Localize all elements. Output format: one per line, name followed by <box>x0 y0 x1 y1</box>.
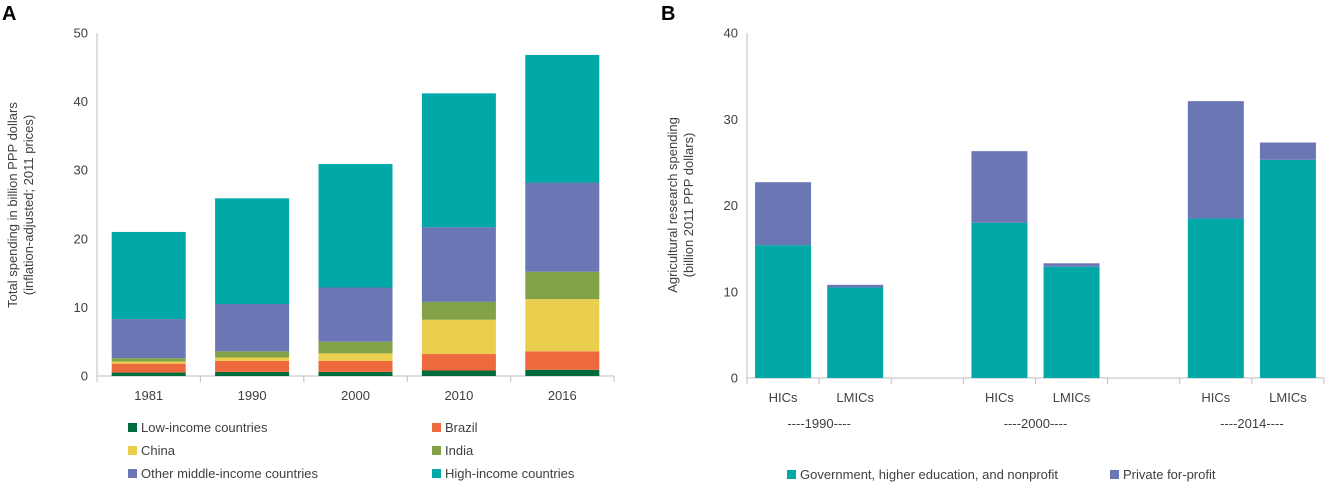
panel-b-legend-label-private: Private for-profit <box>1123 467 1216 482</box>
panel-b-y-tick: 20 <box>724 198 738 213</box>
panel-b-x-tick-label: HICs <box>1201 390 1230 405</box>
panel-a-legend-swatch-other_middle <box>128 469 137 478</box>
panel-a-x-tick-label: 1981 <box>134 388 163 403</box>
panel-a-legend-label-brazil: Brazil <box>445 420 478 435</box>
panel-a-bar-segment-low_income <box>111 372 186 376</box>
panel-b-y-tick: 30 <box>724 112 738 127</box>
panel-b-x-tick-label: LMICs <box>836 390 874 405</box>
panel-b-y-label: Agricultural research spending (billion … <box>665 117 696 293</box>
panel-b-y-label-line2: (billion 2011 PPP dollars) <box>681 133 696 278</box>
panel-a-bar-segment-china <box>421 319 496 355</box>
panel-a-legend-swatch-india <box>432 446 441 455</box>
panel-a-bar-segment-china <box>111 361 186 364</box>
panel-a-bar-segment-brazil <box>421 354 496 371</box>
panel-a-y-tick: 10 <box>74 300 88 315</box>
panel-b-letter: B <box>661 3 675 25</box>
panel-b-x-tick-label: HICs <box>769 390 798 405</box>
panel-a-legend-label-other_middle: Other middle-income countries <box>141 466 319 481</box>
panel-b-group-label: ----1990---- <box>787 416 851 431</box>
panel-b-bar-segment-private <box>1259 142 1316 160</box>
panel-b-legend-swatch-private <box>1110 470 1119 479</box>
panel-a-bar-segment-other_middle <box>318 287 393 342</box>
panel-b-bar-segment-gov <box>1043 266 1100 378</box>
panel-b-bar-segment-gov <box>827 287 884 378</box>
panel-b-legend: Government, higher education, and nonpro… <box>787 467 1216 482</box>
panel-b-bar-segment-gov <box>755 245 812 378</box>
panel-a-bar-segment-brazil <box>111 363 186 373</box>
panel-b-legend-swatch-gov <box>787 470 796 479</box>
panel-a-x-tick-label: 2000 <box>341 388 370 403</box>
panel-b-bar-segment-gov <box>1259 159 1316 378</box>
panel-a-y-label-line1: Total spending in billion PPP dollars <box>5 102 20 308</box>
panel-a-bar-segment-india <box>525 271 600 300</box>
panel-a-legend-label-india: India <box>445 443 474 458</box>
panel-b-bar-segment-private <box>755 182 812 246</box>
panel-a-bar-segment-india <box>421 301 496 320</box>
panel-a-bar-segment-india <box>215 351 290 358</box>
panel-a-legend-label-china: China <box>141 443 176 458</box>
panel-a-bar-segment-india <box>318 341 393 354</box>
panel-a-legend-swatch-low_income <box>128 423 137 432</box>
panel-b-y-tick: 0 <box>731 371 738 386</box>
panel-a-bar-segment-high_income <box>215 198 290 304</box>
panel-a-bar-segment-india <box>111 358 186 362</box>
panel-b-axes: 0 10 20 30 40 HICs LMICs HICs LMICs HICs LMICs ----… <box>724 26 1325 431</box>
panel-a-bar-segment-low_income <box>421 370 496 376</box>
panel-b-y-label-line1: Agricultural research spending <box>665 117 680 293</box>
panel-a-bar-segment-china <box>318 353 393 361</box>
panel-a-bar-segment-brazil <box>215 360 290 372</box>
panel-b-bar-segment-gov <box>971 222 1028 378</box>
panel-b-bar-segment-private <box>827 284 884 288</box>
panel-a-y-label: Total spending in billion PPP dollars (i… <box>5 102 36 308</box>
panel-a-y-tick: 30 <box>74 163 88 178</box>
panel-a-bar-segment-china <box>525 299 600 352</box>
panel-b-bar-segment-private <box>1043 263 1100 267</box>
panel-a-bar-segment-high_income <box>525 54 600 183</box>
panel-a-legend-swatch-china <box>128 446 137 455</box>
panel-a-legend-label-high_income: High-income countries <box>445 466 575 481</box>
panel-b-x-tick-label: LMICs <box>1269 390 1307 405</box>
panel-a-bar-segment-other_middle <box>525 182 600 272</box>
panel-b-y-tick: 40 <box>724 26 738 41</box>
panel-a-x-tick-label: 2010 <box>444 388 473 403</box>
panel-a-legend-label-low_income: Low-income countries <box>141 420 268 435</box>
panel-a-y-tick: 50 <box>74 26 88 41</box>
panel-b-bar-segment-private <box>1187 101 1244 219</box>
panel-a-bar-segment-other_middle <box>111 319 186 359</box>
panel-a-legend-swatch-brazil <box>432 423 441 432</box>
panel-a-bar-segment-high_income <box>318 164 393 288</box>
panel-a-letter: A <box>2 3 16 25</box>
panel-a-bar-segment-other_middle <box>421 227 496 302</box>
panel-a-y-tick: 20 <box>74 231 88 246</box>
panel-b-x-tick-label: HICs <box>985 390 1014 405</box>
panel-a-bar-segment-low_income <box>525 369 600 376</box>
panel-b-x-tick-label: LMICs <box>1053 390 1091 405</box>
panel-a-legend: Low-income countries Brazil China India Othe… <box>128 420 575 481</box>
panel-a-legend-swatch-high_income <box>432 469 441 478</box>
panel-b-group-label: ----2014---- <box>1220 416 1284 431</box>
panel-b-bars <box>755 101 1316 378</box>
panel-b-bar-segment-gov <box>1187 218 1244 378</box>
panel-b-y-tick: 10 <box>724 284 738 299</box>
panel-b-legend-label-gov: Government, higher education, and nonpro… <box>800 467 1058 482</box>
panel-a-x-tick-label: 2016 <box>548 388 577 403</box>
panel-a-bar-segment-low_income <box>318 371 393 376</box>
panel-a-bars <box>111 54 600 376</box>
panel-a-y-tick: 0 <box>81 369 88 384</box>
panel-b-bar-segment-private <box>971 151 1028 223</box>
panel-a-bar-segment-brazil <box>318 360 393 372</box>
panel-a-bar-segment-high_income <box>111 231 186 320</box>
panel-a-bar-segment-china <box>215 357 290 361</box>
panel-a-bar-segment-brazil <box>525 351 600 370</box>
panel-a-y-tick: 40 <box>74 94 88 109</box>
panel-b-group-label: ----2000---- <box>1004 416 1068 431</box>
panel-a-bar-segment-low_income <box>215 371 290 376</box>
panel-a-bar-segment-other_middle <box>215 303 290 352</box>
panel-a-bar-segment-high_income <box>421 93 496 228</box>
panel-a-x-tick-label: 1990 <box>238 388 267 403</box>
panel-a-y-label-line2: (inflation-adjusted; 2011 prices) <box>21 115 36 295</box>
